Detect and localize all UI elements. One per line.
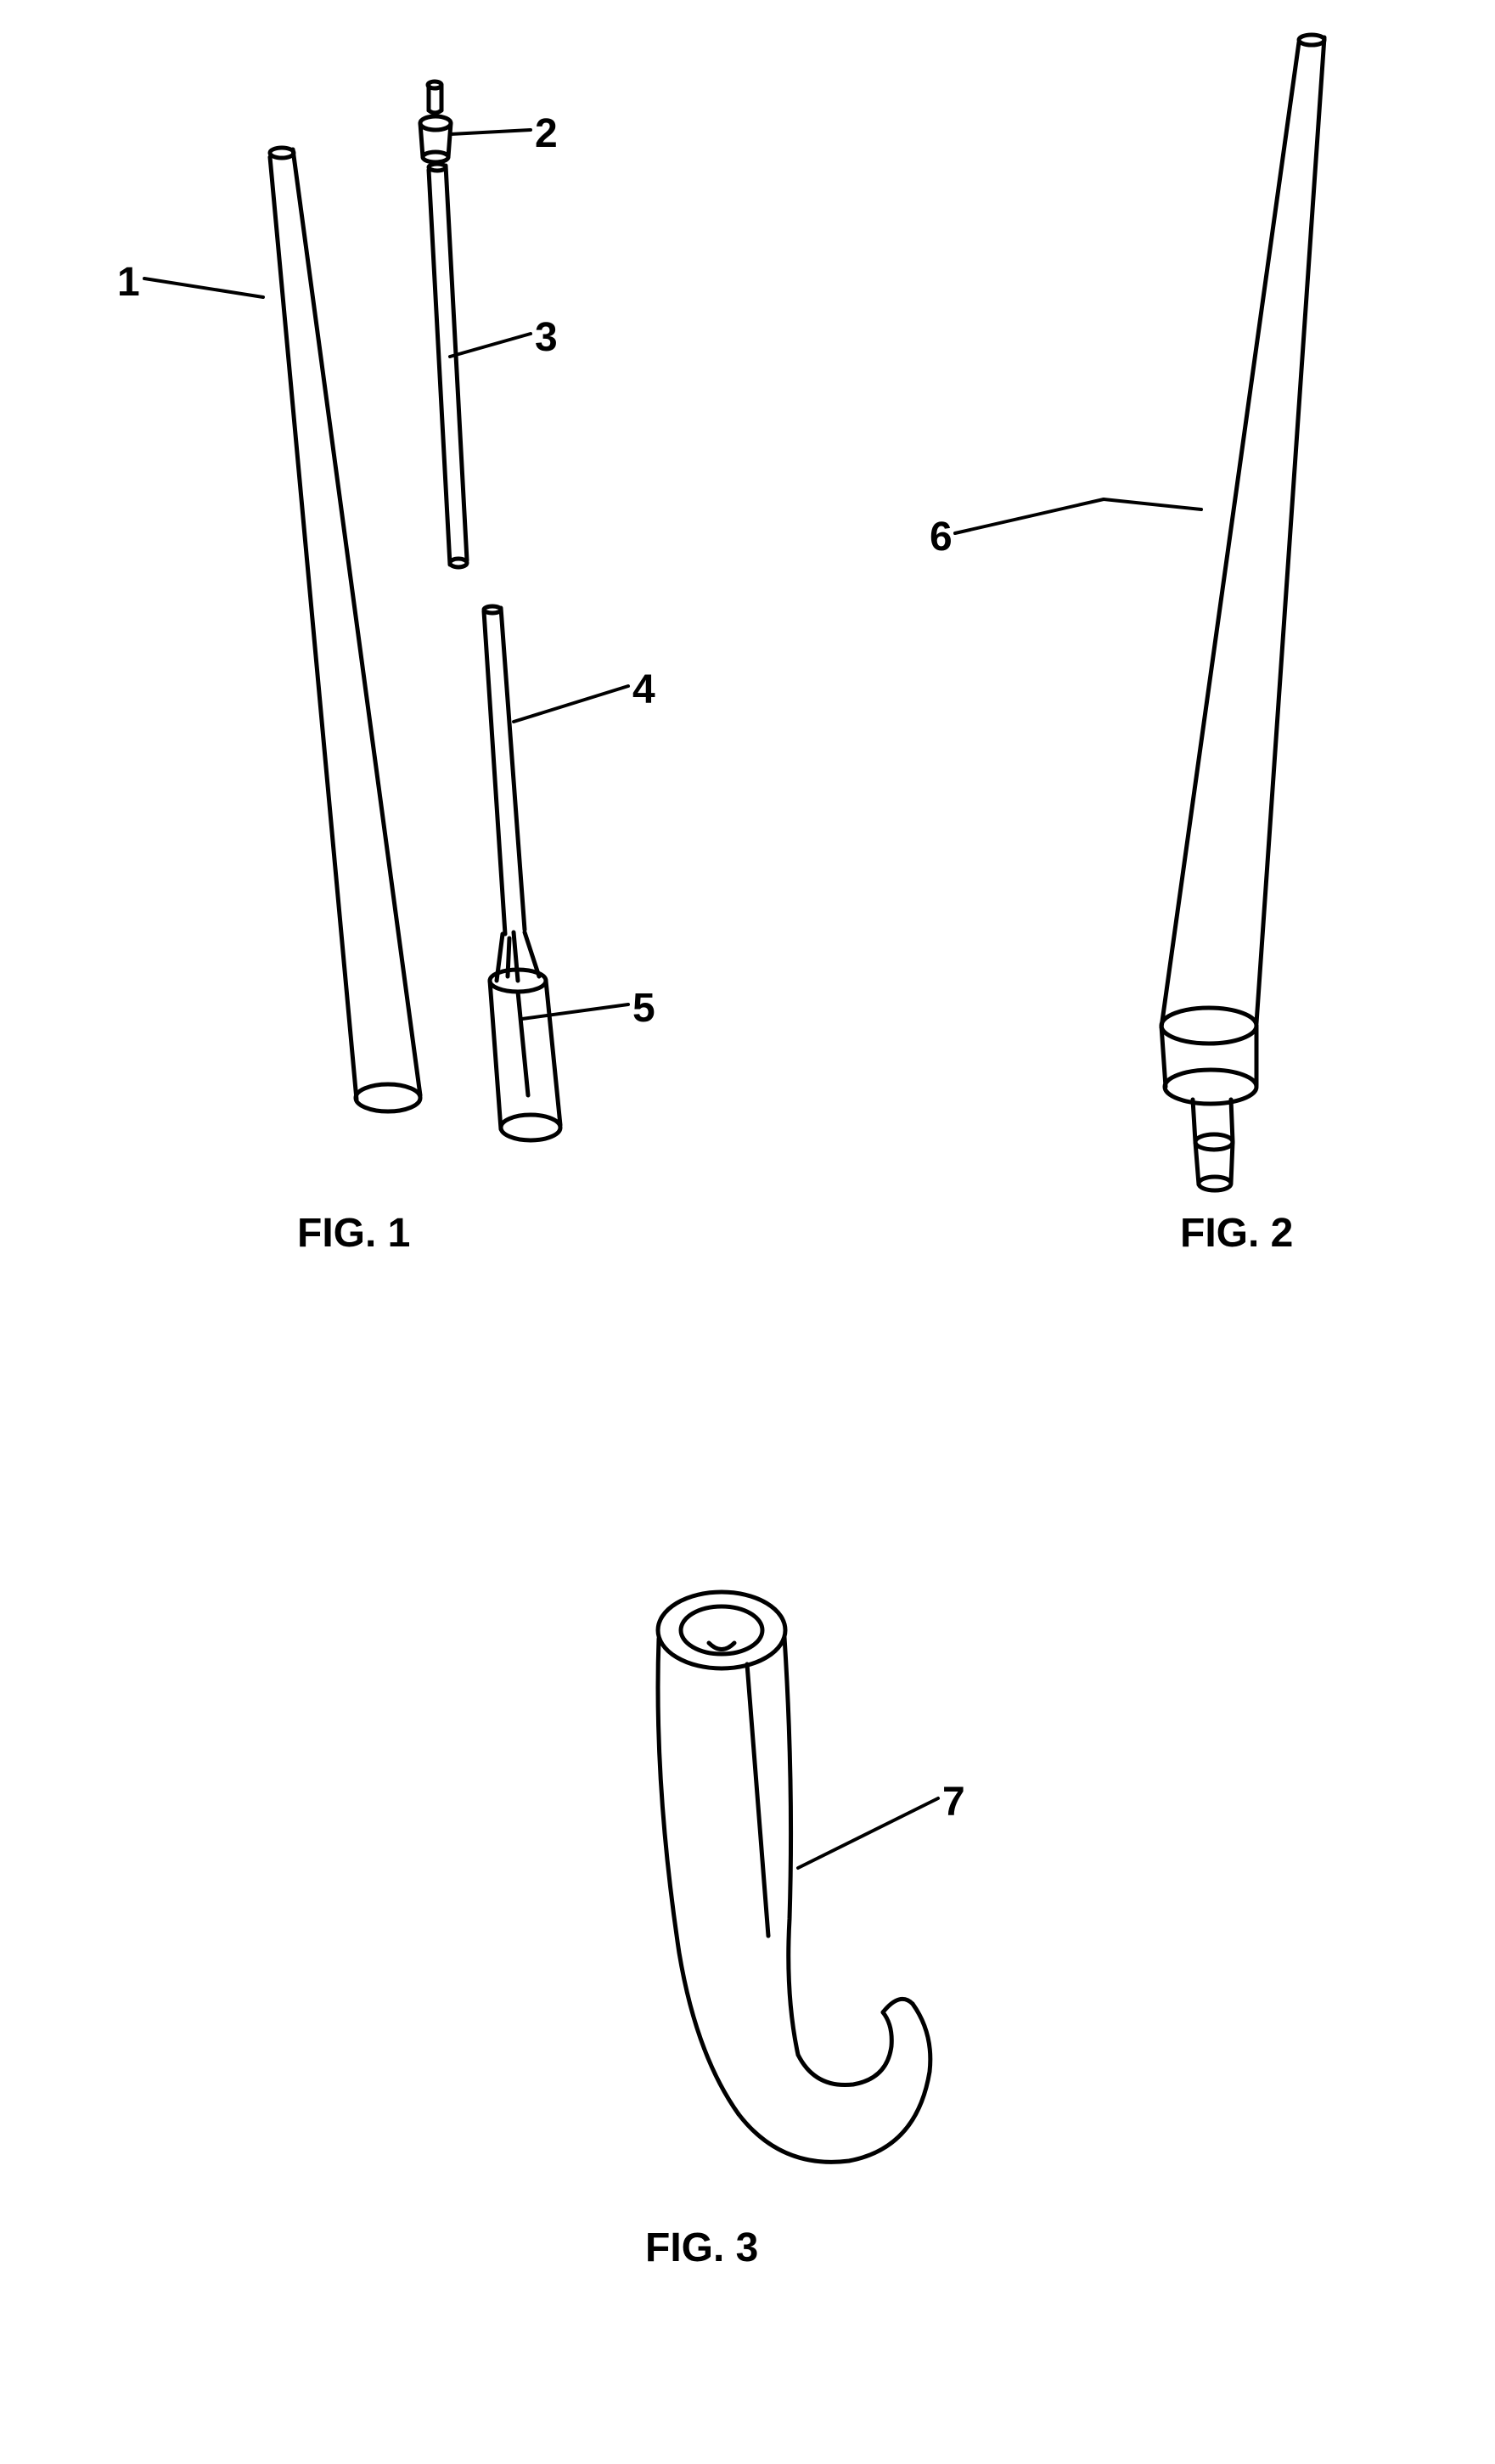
- ref-3: 3: [535, 314, 558, 361]
- fig1-part3-upper-rod: [429, 164, 467, 567]
- ref-4: 4: [632, 667, 655, 713]
- fig1-part2-connector: [420, 82, 451, 162]
- fig1-label: FIG. 1: [297, 1210, 410, 1257]
- fig3-label: FIG. 3: [645, 2225, 758, 2271]
- fig1-part1-outer-tube: [270, 148, 420, 1111]
- ref-5: 5: [632, 985, 655, 1032]
- fig1-part5-ferrule: [490, 932, 560, 1140]
- fig2-part6-assembled: [1161, 35, 1324, 1190]
- ref-6: 6: [930, 514, 953, 560]
- fig3-part7-hook: [658, 1592, 930, 2162]
- ref-1: 1: [117, 259, 140, 306]
- ref-2: 2: [535, 110, 558, 157]
- ref-7: 7: [942, 1779, 965, 1825]
- fig2-label: FIG. 2: [1180, 1210, 1293, 1257]
- fig1-part4-lower-rod: [484, 606, 525, 934]
